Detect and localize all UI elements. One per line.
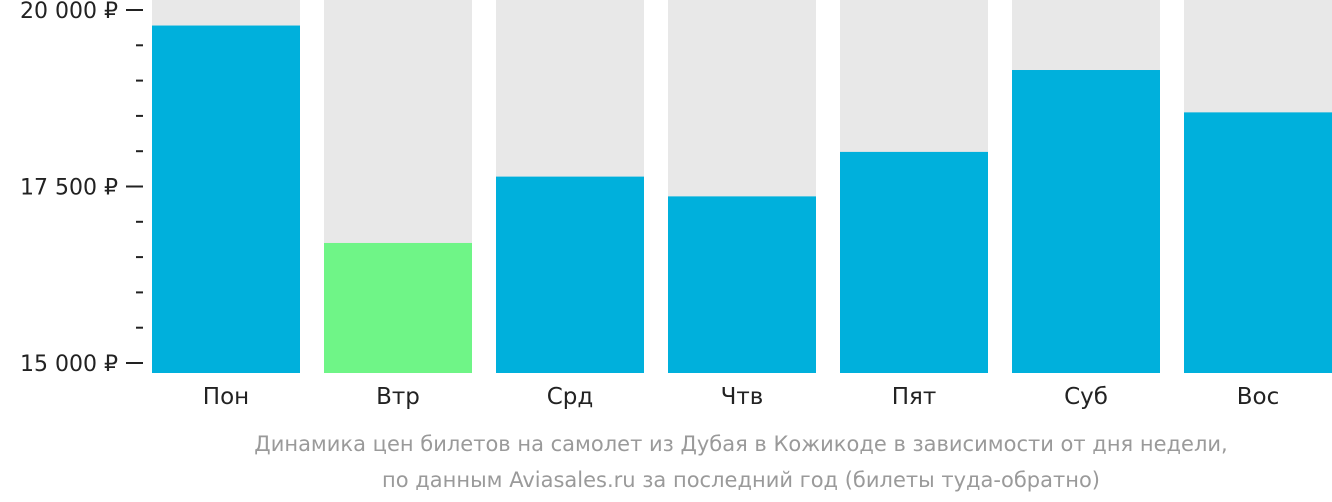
bar-lowest-price [324,242,472,373]
bars [152,0,1332,374]
chart-caption-line-2: по данным Aviasales.ru за последний год … [382,468,1100,492]
x-tick-label: Вос [1237,384,1280,410]
x-tick-label: Суб [1064,384,1108,410]
bar [1184,112,1332,374]
bar [152,25,300,373]
x-axis-labels: Пон Втр Срд Чтв Пят Суб Вос [203,384,1279,410]
bar [840,151,988,373]
chart-caption-line-1: Динамика цен билетов на самолет из Дубая… [254,432,1228,456]
x-tick-label: Втр [376,384,420,410]
bar [496,176,644,373]
x-tick-label: Пон [203,384,249,410]
x-tick-label: Чтв [721,384,764,410]
y-tick-label: 20 000 ₽ [20,0,118,24]
y-tick-label: 17 500 ₽ [20,176,118,201]
y-tick-label: 15 000 ₽ [20,352,118,377]
x-tick-label: Пят [892,384,937,410]
bar [1012,70,1160,373]
bar [668,196,816,373]
x-tick-label: Срд [547,384,594,410]
y-axis: 15 000 ₽ 17 500 ₽ 20 000 ₽ [20,0,143,377]
